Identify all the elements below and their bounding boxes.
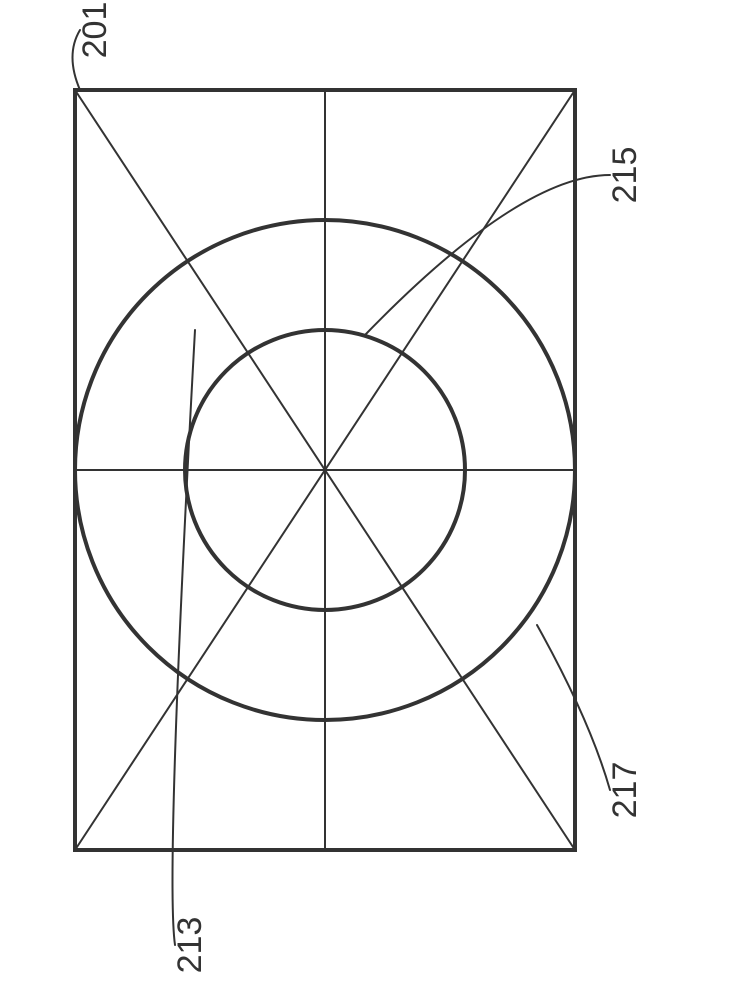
callout-label-217: 217: [606, 762, 645, 819]
callout-label-201: 201: [76, 2, 115, 59]
diagram-canvas: 201 213 215 217: [0, 0, 734, 1000]
callout-label-213: 213: [171, 917, 210, 974]
callout-label-215: 215: [606, 147, 645, 204]
